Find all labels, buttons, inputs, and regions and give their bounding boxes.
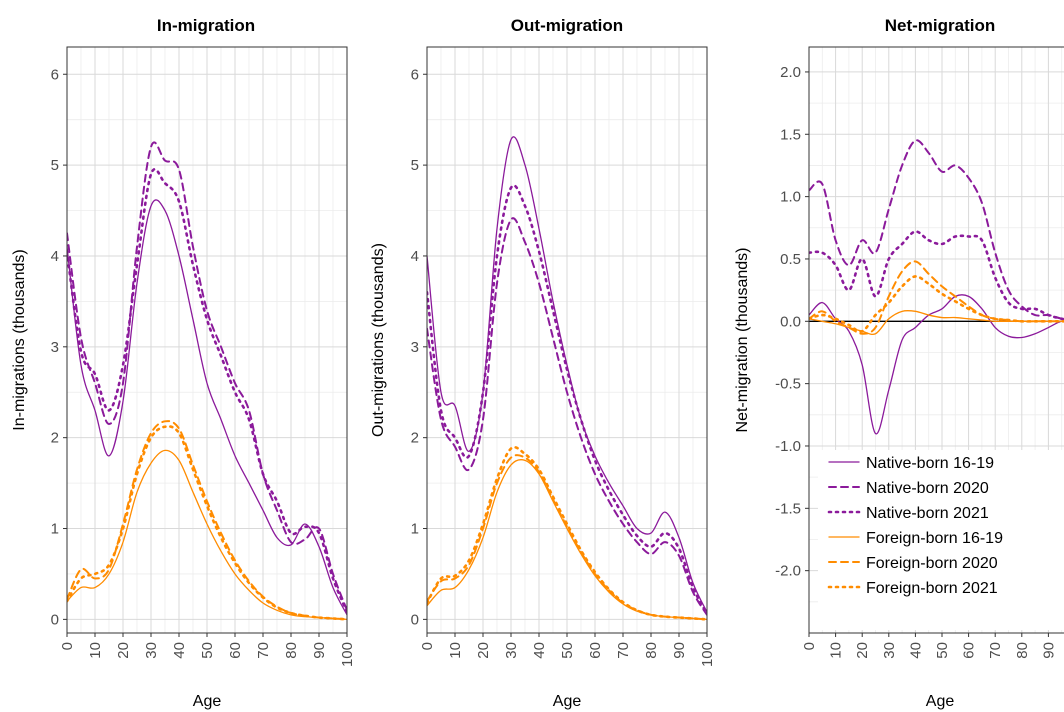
x-tick-label: 0 — [59, 642, 76, 650]
y-axis-label: Net-migration (thousands) — [734, 248, 751, 433]
x-tick-label: 80 — [1014, 642, 1031, 659]
y-tick-label: 1 — [411, 521, 419, 538]
x-tick-label: 0 — [801, 642, 818, 650]
chart-title: Out-migration — [511, 16, 623, 35]
x-tick-label: 20 — [475, 642, 492, 659]
series-line-native-born-2021 — [67, 167, 347, 614]
y-tick-label: 0.0 — [780, 313, 801, 330]
y-tick-label: 1.5 — [780, 126, 801, 143]
x-tick-label: 70 — [987, 642, 1004, 659]
y-tick-label: 4 — [411, 248, 419, 265]
series-line-native-born-2021 — [809, 230, 1064, 321]
x-axis-label: Age — [193, 693, 222, 710]
x-tick-label: 10 — [828, 642, 845, 659]
legend-label-4: Foreign-born 16-19 — [866, 530, 1003, 547]
x-tick-label: 10 — [87, 642, 104, 659]
y-tick-label: 2 — [51, 430, 59, 447]
y-tick-label: 5 — [51, 157, 59, 174]
y-tick-label: 3 — [411, 339, 419, 356]
x-tick-label: 50 — [559, 642, 576, 659]
x-tick-label: 90 — [1040, 642, 1057, 659]
x-tick-label: 80 — [643, 642, 660, 659]
x-tick-label: 50 — [199, 642, 216, 659]
y-tick-label: -2.0 — [775, 563, 801, 580]
x-tick-label: 0 — [419, 642, 436, 650]
series-group — [427, 136, 707, 621]
x-tick-label: 40 — [531, 642, 548, 659]
series-line-native-born-16-19 — [67, 199, 347, 616]
x-axis-label: Age — [926, 693, 955, 710]
series-line-native-born-2021 — [427, 184, 707, 616]
series-group — [809, 139, 1064, 435]
y-axis-label: In-migrations (thousands) — [11, 249, 28, 430]
x-tick-label: 40 — [907, 642, 924, 659]
series-group — [67, 141, 347, 621]
series-line-native-born-2020 — [427, 217, 707, 616]
series-line-native-born-2020 — [809, 139, 1064, 321]
y-tick-label: 6 — [411, 66, 419, 83]
series-line-foreign-born-2021 — [809, 275, 1064, 333]
x-tick-label: 90 — [671, 642, 688, 659]
series-line-native-born-16-19 — [809, 294, 1064, 435]
series-line-native-born-16-19 — [427, 136, 707, 613]
legend-background — [818, 450, 1064, 630]
x-tick-label: 100 — [699, 642, 716, 667]
legend-label-3: Native-born 2021 — [866, 505, 989, 522]
x-tick-label: 60 — [961, 642, 978, 659]
y-tick-label: 5 — [411, 157, 419, 174]
legend-label-2: Native-born 2020 — [866, 480, 989, 497]
legend-label-5: Foreign-born 2020 — [866, 555, 998, 572]
panel-3: -2.0 -1.5 -1.0 -0.5 0.0 0.5 1.0 1.5 2.0 0 10 20 30 40… — [734, 16, 1064, 710]
series-line-native-born-2020 — [67, 141, 347, 612]
x-tick-label: 40 — [171, 642, 188, 659]
x-tick-label: 30 — [143, 642, 160, 659]
y-tick-label: 4 — [51, 248, 59, 265]
x-axis-label: Age — [553, 693, 582, 710]
x-tick-label: 70 — [615, 642, 632, 659]
legend-label-6: Foreign-born 2021 — [866, 580, 998, 597]
x-tick-label: 10 — [447, 642, 464, 659]
legend: Native-born 16-19 Native-born 2020 Native-… — [818, 450, 1064, 630]
x-tick-label: 70 — [255, 642, 272, 659]
y-tick-label: 0 — [51, 611, 59, 628]
y-tick-label: 6 — [51, 66, 59, 83]
y-tick-label: 2.0 — [780, 64, 801, 81]
y-tick-label: -1.0 — [775, 438, 801, 455]
grid — [427, 47, 707, 633]
y-tick-label: -0.5 — [775, 376, 801, 393]
x-tick-label: 50 — [934, 642, 951, 659]
x-tick-label: 100 — [339, 642, 356, 667]
x-tick-label: 30 — [503, 642, 520, 659]
x-tick-label: 80 — [283, 642, 300, 659]
chart-title: Net-migration — [885, 16, 996, 35]
x-tick-label: 90 — [311, 642, 328, 659]
x-tick-label: 60 — [227, 642, 244, 659]
y-axis-label: Out-migrations (thousands) — [370, 243, 387, 437]
y-tick-label: -1.5 — [775, 500, 801, 517]
legend-label-1: Native-born 16-19 — [866, 455, 994, 472]
x-tick-label: 60 — [587, 642, 604, 659]
y-tick-label: 2 — [411, 430, 419, 447]
chart-title: In-migration — [157, 16, 255, 35]
y-tick-label: 3 — [51, 339, 59, 356]
x-tick-label: 20 — [115, 642, 132, 659]
grid — [67, 47, 347, 633]
y-tick-label: 1.0 — [780, 189, 801, 206]
y-tick-label: 0.5 — [780, 251, 801, 268]
series-line-foreign-born-2021 — [67, 425, 347, 621]
y-tick-label: 0 — [411, 611, 419, 628]
y-tick-label: 1 — [51, 521, 59, 538]
series-line-foreign-born-2021 — [427, 445, 707, 621]
x-tick-label: 30 — [881, 642, 898, 659]
x-tick-label: 20 — [854, 642, 871, 659]
